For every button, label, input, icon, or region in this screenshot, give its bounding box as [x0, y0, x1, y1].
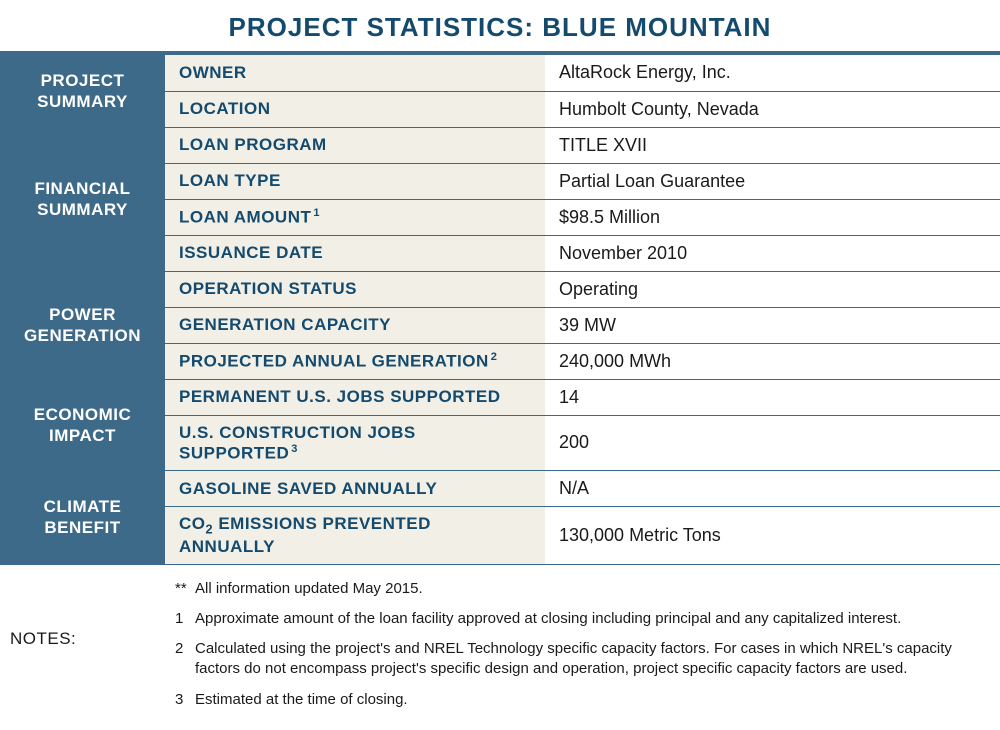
section-header: ECONOMICIMPACT [0, 379, 165, 471]
stats-container: PROJECT STATISTICS: BLUE MOUNTAIN PROJEC… [0, 0, 1000, 730]
stat-label: CO2 EMISSIONS PREVENTED ANNUALLY [165, 507, 545, 564]
page-title: PROJECT STATISTICS: BLUE MOUNTAIN [0, 0, 1000, 55]
stat-label: LOAN PROGRAM [165, 127, 545, 163]
note-number: 3 [175, 690, 195, 710]
note-text: Calculated using the project's and NREL … [195, 639, 960, 680]
note-number: ** [175, 579, 195, 599]
stat-value: 200 [545, 415, 1000, 471]
note-line: **All information updated May 2015. [175, 579, 960, 599]
section-header: POWERGENERATION [0, 271, 165, 379]
note-number: 1 [175, 609, 195, 629]
stat-label: GASOLINE SAVED ANNUALLY [165, 471, 545, 507]
table-row: ECONOMICIMPACTPERMANENT U.S. JOBS SUPPOR… [0, 379, 1000, 415]
stat-label: GENERATION CAPACITY [165, 307, 545, 343]
stat-value: Partial Loan Guarantee [545, 163, 1000, 199]
note-line: 3Estimated at the time of closing. [175, 690, 960, 710]
stat-label: LOAN AMOUNT1 [165, 199, 545, 235]
stat-value: N/A [545, 471, 1000, 507]
stat-label: OPERATION STATUS [165, 271, 545, 307]
note-number: 2 [175, 639, 195, 680]
section-header: PROJECTSUMMARY [0, 55, 165, 127]
stat-value: 14 [545, 379, 1000, 415]
notes-section: NOTES: **All information updated May 201… [0, 565, 1000, 730]
table-row: CLIMATEBENEFITGASOLINE SAVED ANNUALLYN/A [0, 471, 1000, 507]
table-row: FINANCIALSUMMARYLOAN PROGRAMTITLE XVII [0, 127, 1000, 163]
note-line: 2Calculated using the project's and NREL… [175, 639, 960, 680]
stat-value: Operating [545, 271, 1000, 307]
stat-label: U.S. CONSTRUCTION JOBS SUPPORTED3 [165, 415, 545, 471]
section-header: CLIMATEBENEFIT [0, 471, 165, 564]
stat-value: TITLE XVII [545, 127, 1000, 163]
note-line: 1Approximate amount of the loan facility… [175, 609, 960, 629]
note-text: All information updated May 2015. [195, 579, 960, 599]
stat-label: OWNER [165, 55, 545, 91]
table-row: PROJECTSUMMARYOWNERAltaRock Energy, Inc. [0, 55, 1000, 91]
notes-heading: NOTES: [10, 579, 175, 720]
notes-body: **All information updated May 2015.1Appr… [175, 579, 990, 720]
stat-value: 240,000 MWh [545, 343, 1000, 379]
note-text: Estimated at the time of closing. [195, 690, 960, 710]
note-text: Approximate amount of the loan facility … [195, 609, 960, 629]
stat-value: $98.5 Million [545, 199, 1000, 235]
table-row: POWERGENERATIONOPERATION STATUSOperating [0, 271, 1000, 307]
stat-value: 39 MW [545, 307, 1000, 343]
stat-label: LOCATION [165, 91, 545, 127]
stat-label: PROJECTED ANNUAL GENERATION2 [165, 343, 545, 379]
stat-label: ISSUANCE DATE [165, 235, 545, 271]
stat-value: November 2010 [545, 235, 1000, 271]
stat-label: LOAN TYPE [165, 163, 545, 199]
stats-table: PROJECTSUMMARYOWNERAltaRock Energy, Inc.… [0, 55, 1000, 565]
stat-value: AltaRock Energy, Inc. [545, 55, 1000, 91]
section-header: FINANCIALSUMMARY [0, 127, 165, 271]
stat-label: PERMANENT U.S. JOBS SUPPORTED [165, 379, 545, 415]
stat-value: Humbolt County, Nevada [545, 91, 1000, 127]
stat-value: 130,000 Metric Tons [545, 507, 1000, 564]
